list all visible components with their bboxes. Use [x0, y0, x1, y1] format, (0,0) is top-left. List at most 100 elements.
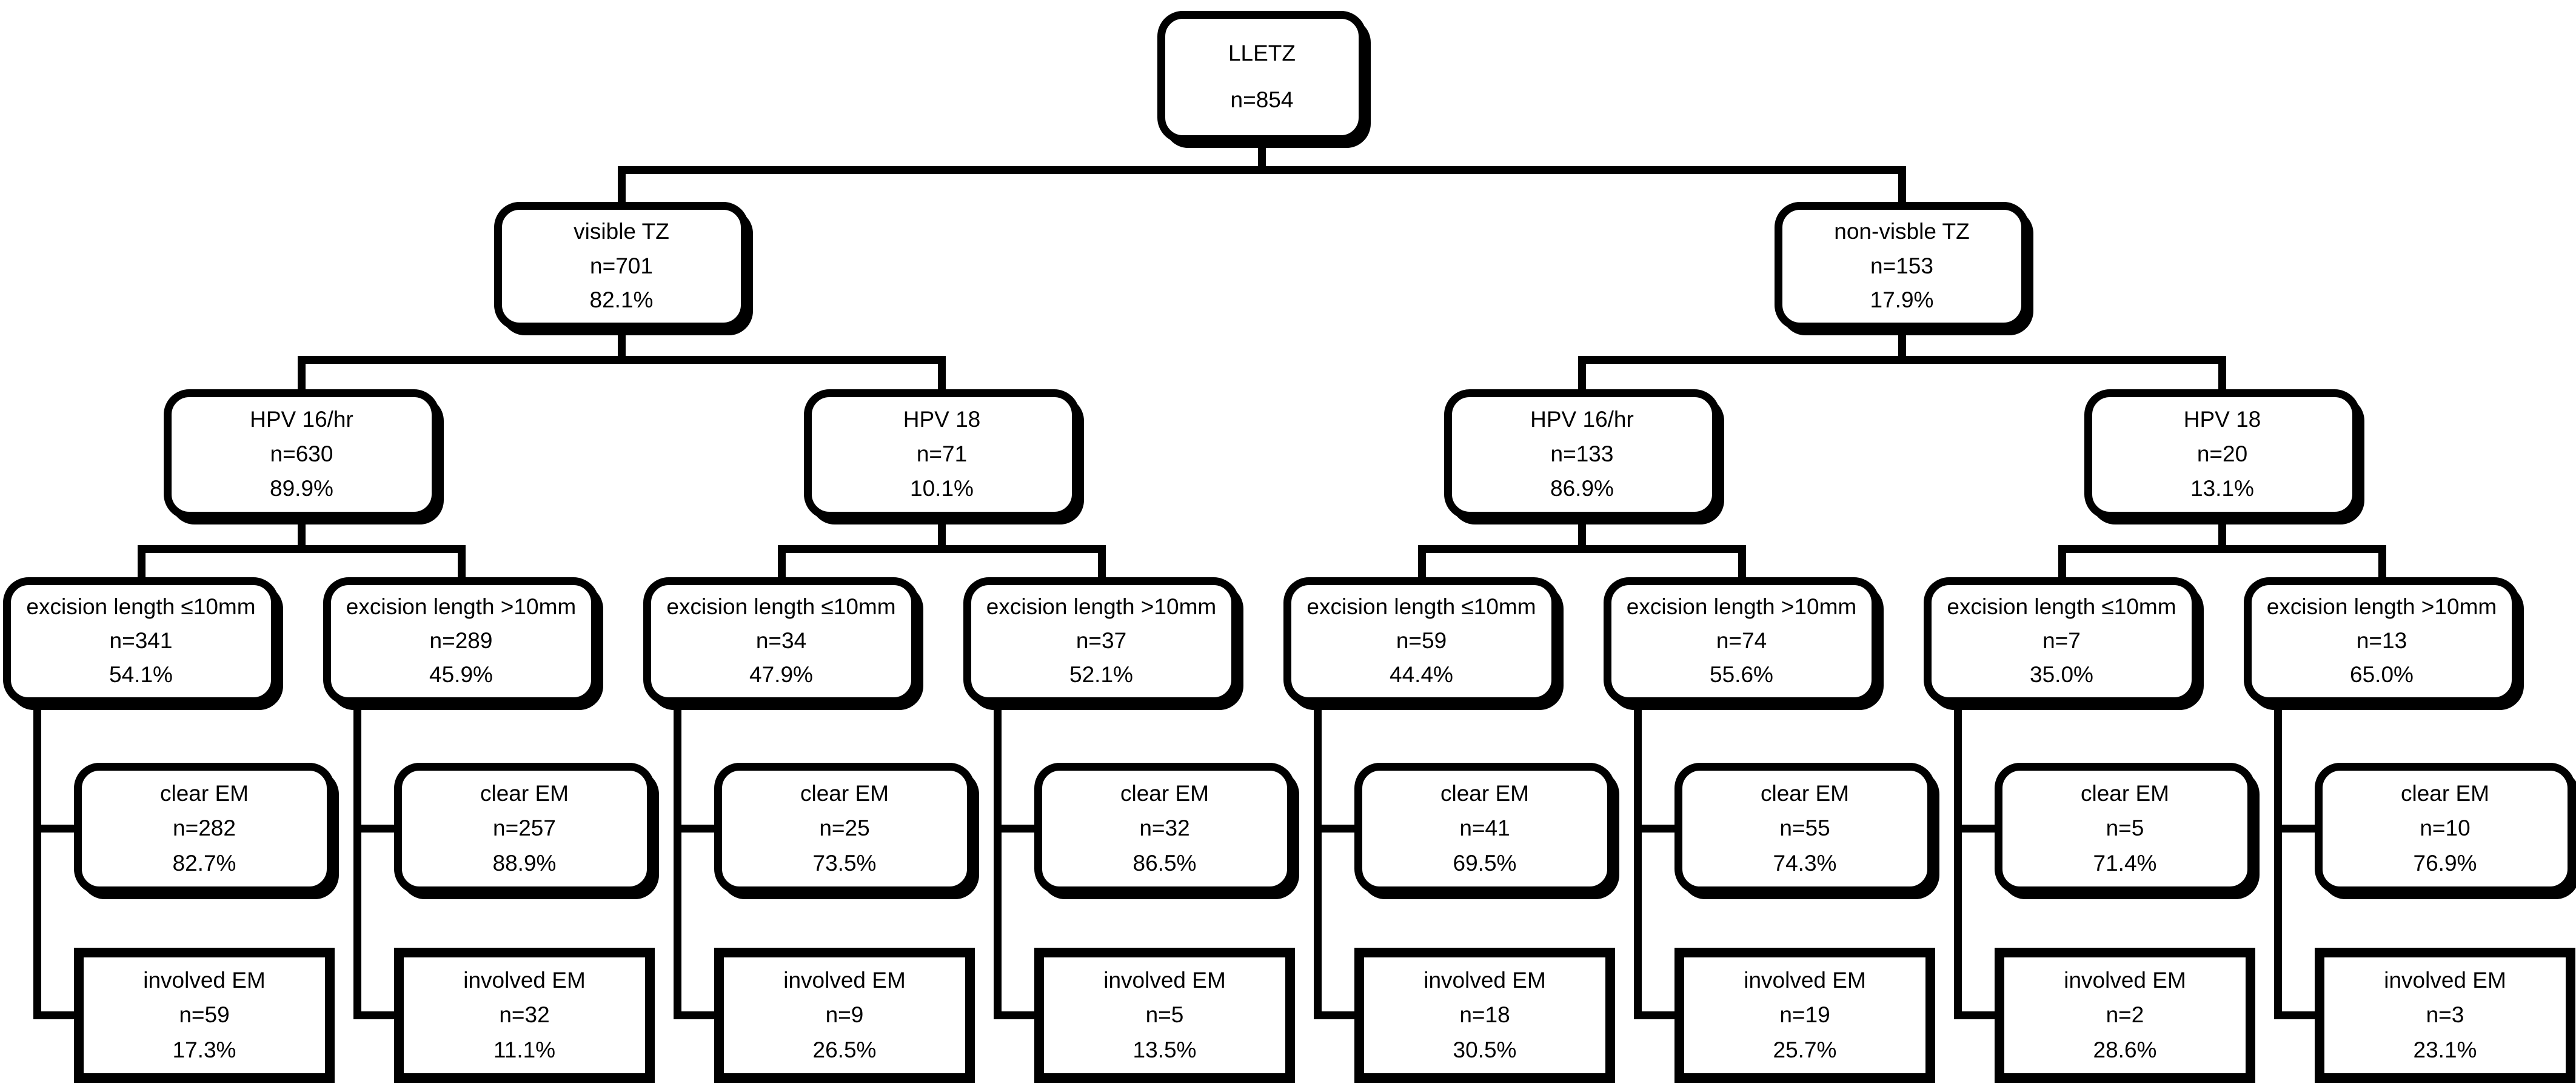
node-clear-em-col7-line-2: 71.4%: [2093, 850, 2157, 876]
node-excision-le10-col3-line-2: 47.9%: [749, 662, 813, 688]
node-excision-le10-col7-line-2: 35.0%: [2030, 662, 2093, 688]
node-involved-em-col1-line-1: n=59: [179, 1002, 230, 1028]
connector-line: [2378, 544, 2386, 577]
node-clear-em-col2: clear EM n=257 88.9%: [394, 763, 655, 894]
node-clear-em-col8-line-0: clear EM: [2401, 780, 2489, 806]
node-nonvisible-tz-line-2: 17.9%: [1870, 287, 1934, 312]
node-involved-em-col1-line-0: involved EM: [143, 967, 266, 993]
node-excision-gt10-col6-line-1: n=74: [1716, 628, 1767, 654]
node-excision-le10-col5-line-0: excision length ≤10mm: [1306, 594, 1536, 620]
node-visible-tz-line-2: 82.1%: [589, 287, 654, 312]
node-hpv16-nonvisible-line-1: n=133: [1550, 441, 1614, 467]
node-excision-gt10-col8: excision length >10mm n=13 65.0%: [2244, 577, 2520, 705]
node-hpv16-nonvisible-line-2: 86.9%: [1550, 476, 1614, 501]
connector-line: [777, 544, 786, 577]
connector-line: [2058, 544, 2066, 577]
node-involved-em-col4: involved EM n=5 13.5%: [1034, 948, 1295, 1083]
connector-line: [994, 1011, 1040, 1019]
connector-line: [674, 1011, 720, 1019]
connector-line: [994, 705, 1002, 1019]
node-involved-em-col8-line-2: 23.1%: [2413, 1037, 2477, 1062]
node-involved-em-col5-line-0: involved EM: [1423, 967, 1546, 993]
node-excision-gt10-col2-line-0: excision length >10mm: [346, 594, 577, 620]
connector-line: [2218, 520, 2226, 553]
connector-line: [137, 544, 466, 553]
node-clear-em-col6-line-2: 74.3%: [1773, 850, 1837, 876]
node-clear-em-col8-line-1: n=10: [2420, 816, 2471, 841]
node-hpv18-visible-line-0: HPV 18: [903, 407, 981, 432]
connector-line: [2274, 705, 2282, 1019]
connector-line: [1314, 705, 1322, 1019]
node-excision-le10-col1-line-0: excision length ≤10mm: [26, 594, 256, 620]
node-involved-em-col7-line-0: involved EM: [2064, 967, 2186, 993]
node-lletz-line-0: LLETZ: [1228, 41, 1296, 66]
node-clear-em-col7: clear EM n=5 71.4%: [1995, 763, 2255, 894]
node-hpv18-nonvisible-line-0: HPV 18: [2183, 407, 2261, 432]
connector-line: [1738, 544, 1746, 577]
node-excision-gt10-col6-line-2: 55.6%: [1710, 662, 1773, 688]
connector-line: [2274, 824, 2321, 833]
node-lletz-line-1: n=854: [1230, 87, 1294, 113]
connector-line: [457, 544, 466, 577]
node-excision-gt10-col8-line-1: n=13: [2356, 628, 2407, 654]
node-clear-em-col7-line-0: clear EM: [2081, 780, 2169, 806]
node-clear-em-col1-line-2: 82.7%: [172, 850, 236, 876]
connector-line: [2058, 544, 2386, 553]
connector-line: [777, 544, 1106, 553]
node-hpv18-nonvisible: HPV 18 n=20 13.1%: [2084, 389, 2360, 520]
node-hpv18-visible: HPV 18 n=71 10.1%: [804, 389, 1080, 520]
node-excision-gt10-col8-line-0: excision length >10mm: [2266, 594, 2497, 620]
connector-line: [2218, 355, 2226, 389]
connector-line: [994, 824, 1040, 833]
node-involved-em-col4-line-0: involved EM: [1103, 967, 1226, 993]
node-excision-gt10-col4-line-0: excision length >10mm: [986, 594, 1217, 620]
node-involved-em-col4-line-2: 13.5%: [1132, 1037, 1197, 1062]
node-excision-le10-col7: excision length ≤10mm n=7 35.0%: [1924, 577, 2200, 705]
connector-line: [353, 824, 400, 833]
node-visible-tz: visible TZ n=701 82.1%: [494, 202, 749, 330]
node-excision-gt10-col2-line-1: n=289: [429, 628, 493, 654]
node-excision-le10-col7-line-0: excision length ≤10mm: [1947, 594, 2176, 620]
node-involved-em-col5: involved EM n=18 30.5%: [1354, 948, 1615, 1083]
node-involved-em-col8-line-1: n=3: [2426, 1002, 2464, 1028]
node-hpv16-visible-line-1: n=630: [270, 441, 333, 467]
node-excision-gt10-col2-line-2: 45.9%: [429, 662, 493, 688]
node-clear-em-col4-line-1: n=32: [1139, 816, 1190, 841]
node-excision-le10-col1-line-2: 54.1%: [109, 662, 173, 688]
node-involved-em-col4-line-1: n=5: [1145, 1002, 1184, 1028]
connector-line: [297, 520, 306, 553]
connector-line: [674, 705, 681, 1019]
connector-line: [297, 355, 306, 389]
node-involved-em-col3-line-1: n=9: [825, 1002, 864, 1028]
node-excision-le10-col5: excision length ≤10mm n=59 44.4%: [1283, 577, 1559, 705]
node-involved-em-col7: involved EM n=2 28.6%: [1995, 948, 2255, 1083]
connector-line: [353, 705, 361, 1019]
node-clear-em-col3-line-1: n=25: [819, 816, 870, 841]
node-nonvisible-tz: non-visble TZ n=153 17.9%: [1775, 202, 2029, 330]
node-lletz: LLETZ n=854: [1157, 11, 1367, 143]
node-clear-em-col8-line-2: 76.9%: [2413, 850, 2477, 876]
node-excision-gt10-col4-line-2: 52.1%: [1069, 662, 1133, 688]
node-involved-em-col7-line-2: 28.6%: [2093, 1037, 2157, 1062]
connector-line: [1577, 520, 1586, 553]
node-involved-em-col3: involved EM n=9 26.5%: [714, 948, 975, 1083]
node-clear-em-col4: clear EM n=32 86.5%: [1034, 763, 1295, 894]
node-involved-em-col3-line-0: involved EM: [783, 967, 906, 993]
node-involved-em-col6-line-0: involved EM: [1744, 967, 1866, 993]
node-clear-em-col6: clear EM n=55 74.3%: [1674, 763, 1935, 894]
node-involved-em-col3-line-2: 26.5%: [812, 1037, 877, 1062]
node-clear-em-col1-line-1: n=282: [173, 816, 236, 841]
connector-line: [1954, 1011, 2001, 1019]
connector-line: [353, 1011, 400, 1019]
node-excision-le10-col3: excision length ≤10mm n=34 47.9%: [643, 577, 919, 705]
node-clear-em-col4-line-0: clear EM: [1120, 780, 1209, 806]
node-involved-em-col2: involved EM n=32 11.1%: [394, 948, 655, 1083]
connector-line: [674, 824, 720, 833]
connector-line: [33, 824, 80, 833]
node-involved-em-col2-line-2: 11.1%: [493, 1037, 556, 1062]
connector-line: [1417, 544, 1746, 553]
connector-line: [617, 166, 1906, 174]
node-nonvisible-tz-line-0: non-visble TZ: [1834, 219, 1970, 244]
node-clear-em-col6-line-0: clear EM: [1761, 780, 1849, 806]
